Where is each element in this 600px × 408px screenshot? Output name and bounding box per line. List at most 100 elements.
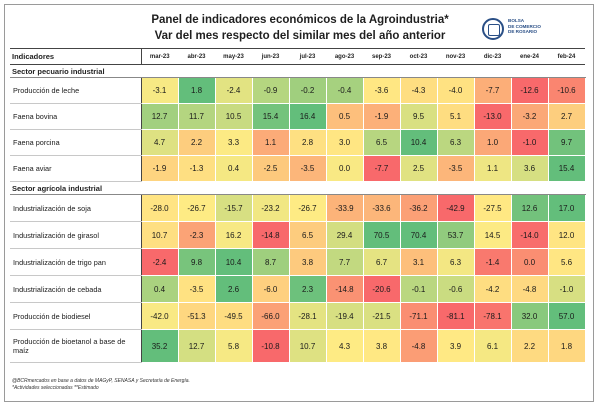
table-row: Industrialización de trigo pan -2.4 9.8 10.…: [10, 248, 586, 276]
value-cell: 9.7: [548, 129, 586, 156]
value-cell: 2.8: [289, 129, 327, 156]
value-cell: -3.2: [511, 103, 549, 130]
column-header: abr-23: [178, 48, 215, 65]
row-label: Industrialización de trigo pan: [10, 248, 142, 276]
value-cell: -14.8: [326, 275, 364, 303]
value-cell: -10.6: [548, 77, 586, 104]
value-cell: 2.2: [511, 329, 549, 363]
value-cell: 9.5: [400, 103, 438, 130]
value-cell: -4.8: [511, 275, 549, 303]
value-cell: 16.2: [215, 221, 253, 249]
value-cell: 4.3: [326, 329, 364, 363]
column-header: mar-23: [141, 48, 178, 65]
value-cell: -1.3: [178, 155, 216, 182]
value-cell: 3.8: [289, 248, 327, 276]
value-cell: -12.6: [511, 77, 549, 104]
column-header: ago-23: [326, 48, 363, 65]
value-cell: 3.1: [400, 248, 438, 276]
value-cell: -27.5: [474, 194, 512, 222]
value-cell: -1.0: [548, 275, 586, 303]
value-cell: -28.1: [289, 302, 327, 330]
column-header: dic-23: [474, 48, 511, 65]
value-cell: 1.1: [474, 155, 512, 182]
value-cell: 6.7: [363, 248, 401, 276]
value-cell: 0.4: [141, 275, 179, 303]
value-cell: 70.5: [363, 221, 401, 249]
table-row: Faena aviar -1.9 -1.3 0.4 -2.5 -3.5 0.0 -7.7 2.5…: [10, 155, 586, 182]
column-header: may-23: [215, 48, 252, 65]
value-cell: 12.7: [141, 103, 179, 130]
value-cell: 0.0: [326, 155, 364, 182]
table-row: Producción de biodiesel -42.0 -51.3 -49.5 -6…: [10, 302, 586, 330]
value-cell: -78.1: [474, 302, 512, 330]
column-header: jul-23: [289, 48, 326, 65]
section-title: Sector agrícola industrial: [10, 181, 585, 195]
value-cell: 2.7: [548, 103, 586, 130]
value-cell: -7.7: [363, 155, 401, 182]
value-cell: -3.5: [289, 155, 327, 182]
value-cell: -3.5: [437, 155, 475, 182]
panel-title: Panel de indicadores económicos de la Ag…: [151, 14, 449, 26]
bcr-logo-icon: [482, 18, 504, 40]
value-cell: 3.3: [215, 129, 253, 156]
value-cell: 12.7: [178, 329, 216, 363]
value-cell: -6.0: [252, 275, 290, 303]
value-cell: 0.5: [326, 103, 364, 130]
value-cell: -13.0: [474, 103, 512, 130]
column-header: jun-23: [252, 48, 289, 65]
value-cell: 2.2: [178, 129, 216, 156]
footnote-source: @BCRmercados en base a datos de MAGyP, S…: [12, 378, 190, 384]
table-row: Producción de bioetanol a base de maíz 35…: [10, 329, 586, 363]
value-cell: -4.3: [400, 77, 438, 104]
value-cell: 12.6: [511, 194, 549, 222]
value-cell: -14.8: [252, 221, 290, 249]
value-cell: 35.2: [141, 329, 179, 363]
value-cell: 32.0: [511, 302, 549, 330]
value-cell: 15.4: [252, 103, 290, 130]
value-cell: -0.1: [400, 275, 438, 303]
column-header: nov-23: [437, 48, 474, 65]
value-cell: 2.6: [215, 275, 253, 303]
value-cell: -0.6: [437, 275, 475, 303]
value-cell: 10.4: [215, 248, 253, 276]
value-cell: -21.5: [363, 302, 401, 330]
bcr-logo: BOLSA DE COMERCIO DE ROSARIO: [482, 16, 592, 44]
section-header: Sector pecuario industrial: [10, 64, 585, 78]
column-header: oct-23: [400, 48, 437, 65]
value-cell: 14.5: [474, 221, 512, 249]
value-cell: -20.6: [363, 275, 401, 303]
value-cell: -71.1: [400, 302, 438, 330]
table-row: Producción de leche -3.1 1.8 -2.4 -0.9 -0.2 -0…: [10, 77, 586, 104]
value-cell: -4.8: [400, 329, 438, 363]
value-cell: 6.5: [363, 129, 401, 156]
row-label: Producción de bioetanol a base de maíz: [10, 329, 142, 363]
value-cell: 7.7: [326, 248, 364, 276]
value-cell: 1.8: [548, 329, 586, 363]
value-cell: 3.8: [363, 329, 401, 363]
value-cell: 12.0: [548, 221, 586, 249]
value-cell: -10.8: [252, 329, 290, 363]
row-label: Industrialización de soja: [10, 194, 142, 222]
value-cell: -26.7: [178, 194, 216, 222]
bcr-logo-text: BOLSA DE COMERCIO DE ROSARIO: [508, 18, 541, 35]
value-cell: 1.0: [474, 129, 512, 156]
value-cell: 0.0: [511, 248, 549, 276]
value-cell: -2.5: [252, 155, 290, 182]
value-cell: -2.4: [215, 77, 253, 104]
value-cell: -42.9: [437, 194, 475, 222]
value-cell: 10.4: [400, 129, 438, 156]
value-cell: -14.0: [511, 221, 549, 249]
value-cell: -36.2: [400, 194, 438, 222]
value-cell: -1.4: [474, 248, 512, 276]
value-cell: -66.0: [252, 302, 290, 330]
column-header: sep-23: [363, 48, 400, 65]
row-label: Faena aviar: [10, 155, 142, 182]
value-cell: 10.7: [289, 329, 327, 363]
value-cell: -2.4: [141, 248, 179, 276]
header-row: Indicadores mar-23 abr-23 may-23 jun-23 …: [10, 48, 585, 65]
value-cell: -42.0: [141, 302, 179, 330]
value-cell: 2.5: [400, 155, 438, 182]
value-cell: -81.1: [437, 302, 475, 330]
row-label: Industrialización de cebada: [10, 275, 142, 303]
value-cell: 1.1: [252, 129, 290, 156]
